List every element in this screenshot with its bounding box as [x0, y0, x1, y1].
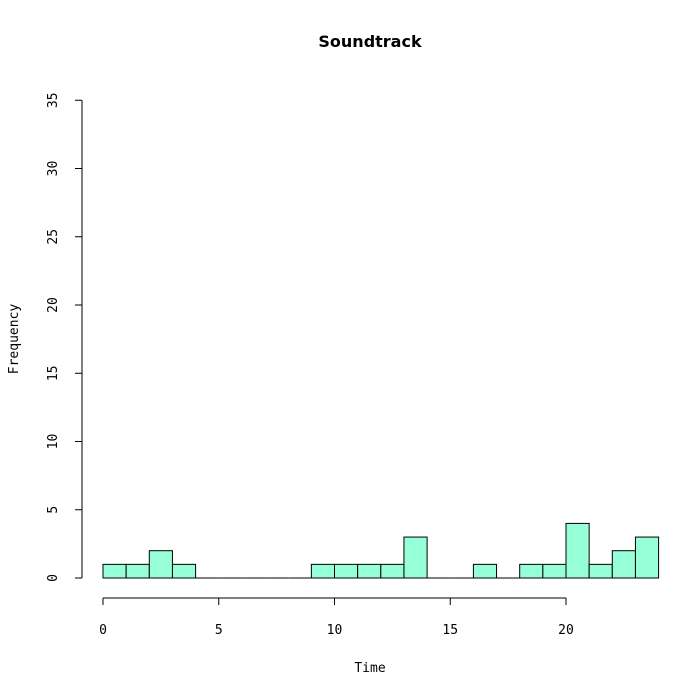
y-axis: 0 5 10 15 20 25 30 35 [46, 92, 83, 582]
y-tick-label: 5 [46, 506, 61, 514]
x-tick-label: 0 [99, 623, 107, 638]
y-tick-label: 15 [46, 365, 61, 381]
histogram-bar [357, 563, 382, 579]
histogram-bar [565, 522, 590, 579]
histogram-bar [380, 563, 405, 579]
chart-title: Soundtrack [318, 32, 422, 51]
y-axis-label: Frequency [7, 304, 22, 375]
y-tick-label: 30 [46, 161, 61, 177]
x-tick-label: 15 [442, 623, 458, 638]
histogram-bar [542, 563, 567, 579]
x-tick-label: 20 [558, 623, 574, 638]
histogram-bar [588, 563, 613, 579]
y-tick-label: 10 [46, 434, 61, 450]
x-tick-label: 10 [327, 623, 343, 638]
histogram-bar [125, 563, 150, 579]
y-tick-label: 35 [46, 92, 61, 108]
histogram-bar [403, 536, 428, 579]
histogram-bar [472, 563, 498, 579]
histogram-bar [634, 536, 660, 579]
histogram-bar [334, 563, 359, 579]
histogram-bar [519, 563, 544, 579]
bars-group [102, 522, 660, 579]
histogram-bar [171, 563, 197, 579]
histogram-bar [611, 550, 636, 579]
y-tick-label: 0 [46, 574, 61, 582]
x-axis-label: Time [354, 661, 385, 676]
y-tick-label: 25 [46, 229, 61, 245]
x-tick-label: 5 [215, 623, 223, 638]
x-axis: 0 5 10 15 20 [99, 597, 574, 638]
histogram-bar [102, 563, 127, 579]
histogram-bar [310, 563, 336, 579]
histogram-bar [148, 550, 173, 579]
y-tick-label: 20 [46, 297, 61, 313]
